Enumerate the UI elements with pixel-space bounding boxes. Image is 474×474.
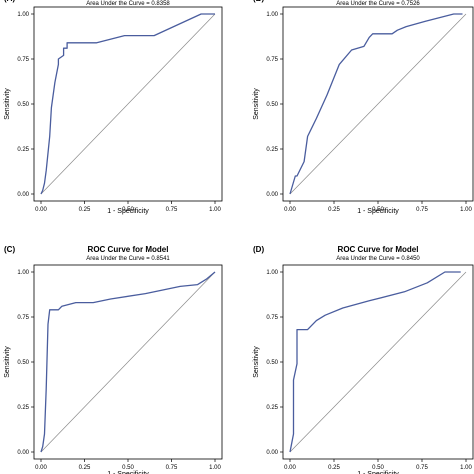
x-tick-label: 0.00 xyxy=(284,207,296,213)
roc-panel-d: 0.00 0.00 0.25 0.25 0.50 0.50 0.75 0.75 1.00 1.00… xyxy=(253,245,474,474)
y-tick-label: 0.50 xyxy=(266,360,278,366)
y-tick-label: 0.25 xyxy=(17,147,29,153)
x-axis-label: 1 - Specificity xyxy=(357,471,399,474)
y-tick-label: 0.00 xyxy=(17,450,29,456)
y-tick-label: 0.25 xyxy=(266,147,278,153)
y-tick-label: 1.00 xyxy=(17,270,29,276)
x-tick-label: 1.00 xyxy=(460,207,472,213)
roc-curve xyxy=(289,13,463,195)
y-tick-label: 1.00 xyxy=(266,12,278,18)
chart-title: ROC Curve for Model xyxy=(88,0,169,1)
reference-diagonal xyxy=(289,271,467,453)
x-tick-label: 1.00 xyxy=(209,207,221,213)
x-tick-label: 0.75 xyxy=(166,465,178,471)
x-tick-label: 0.50 xyxy=(372,207,384,213)
roc-panel-a: 0.00 0.00 0.25 0.25 0.50 0.50 0.75 0.75 1.00 1.00… xyxy=(4,0,223,215)
y-tick-label: 0.75 xyxy=(17,315,29,321)
y-tick-label: 0.50 xyxy=(17,102,29,108)
y-tick-label: 0.00 xyxy=(17,192,29,198)
y-tick-label: 0.75 xyxy=(17,57,29,63)
y-tick-label: 0.50 xyxy=(266,102,278,108)
y-tick-label: 0.25 xyxy=(266,405,278,411)
x-tick-label: 0.25 xyxy=(328,207,340,213)
x-tick-label: 0.00 xyxy=(284,465,296,471)
chart-subtitle: Area Under the Curve = 0.8358 xyxy=(86,1,170,7)
panel-label: (B) xyxy=(253,0,264,3)
x-tick-label: 0.25 xyxy=(79,207,91,213)
y-tick-label: 0.00 xyxy=(266,450,278,456)
reference-diagonal xyxy=(40,271,216,453)
chart-title: ROC Curve for Model xyxy=(338,0,419,1)
chart-subtitle: Area Under the Curve = 0.8541 xyxy=(86,256,170,262)
y-tick-label: 0.75 xyxy=(266,57,278,63)
panel-label: (D) xyxy=(253,245,264,254)
chart-subtitle: Area Under the Curve = 0.7526 xyxy=(336,1,420,7)
x-tick-label: 0.25 xyxy=(79,465,91,471)
roc-panel-c: 0.00 0.00 0.25 0.25 0.50 0.50 0.75 0.75 1.00 1.00… xyxy=(4,245,223,474)
x-tick-label: 1.00 xyxy=(209,465,221,471)
y-tick-label: 0.50 xyxy=(17,360,29,366)
y-tick-label: 1.00 xyxy=(17,12,29,18)
y-tick-label: 0.25 xyxy=(17,405,29,411)
y-axis-label: Sensitivity xyxy=(253,88,260,120)
x-tick-label: 0.00 xyxy=(35,465,47,471)
x-tick-label: 0.75 xyxy=(166,207,178,213)
y-axis-label: Sensitivity xyxy=(253,346,260,378)
y-tick-label: 1.00 xyxy=(266,270,278,276)
reference-diagonal xyxy=(40,13,216,195)
roc-panel-b: 0.00 0.00 0.25 0.25 0.50 0.50 0.75 0.75 1.00 1.00… xyxy=(253,0,474,215)
roc-curve xyxy=(289,271,461,453)
chart-title: ROC Curve for Model xyxy=(88,245,169,254)
x-tick-label: 0.75 xyxy=(416,465,428,471)
x-axis-label: 1 - Specificity xyxy=(107,208,149,215)
x-tick-label: 0.50 xyxy=(122,465,134,471)
y-tick-label: 0.75 xyxy=(266,315,278,321)
chart-title: ROC Curve for Model xyxy=(338,245,419,254)
panel-label: (A) xyxy=(4,0,15,3)
roc-curve xyxy=(40,13,215,195)
x-axis-label: 1 - Specificity xyxy=(357,208,399,215)
y-axis-label: Sensitivity xyxy=(4,88,11,120)
panel-label: (C) xyxy=(4,245,15,254)
roc-curve xyxy=(40,271,216,453)
x-tick-label: 0.25 xyxy=(328,465,340,471)
x-tick-label: 0.00 xyxy=(35,207,47,213)
x-tick-label: 1.00 xyxy=(460,465,472,471)
x-tick-label: 0.75 xyxy=(416,207,428,213)
chart-subtitle: Area Under the Curve = 0.8450 xyxy=(336,256,420,262)
y-tick-label: 0.00 xyxy=(266,192,278,198)
y-axis-label: Sensitivity xyxy=(4,346,11,378)
x-axis-label: 1 - Specificity xyxy=(107,471,149,474)
x-tick-label: 0.50 xyxy=(122,207,134,213)
reference-diagonal xyxy=(289,13,467,195)
x-tick-label: 0.50 xyxy=(372,465,384,471)
